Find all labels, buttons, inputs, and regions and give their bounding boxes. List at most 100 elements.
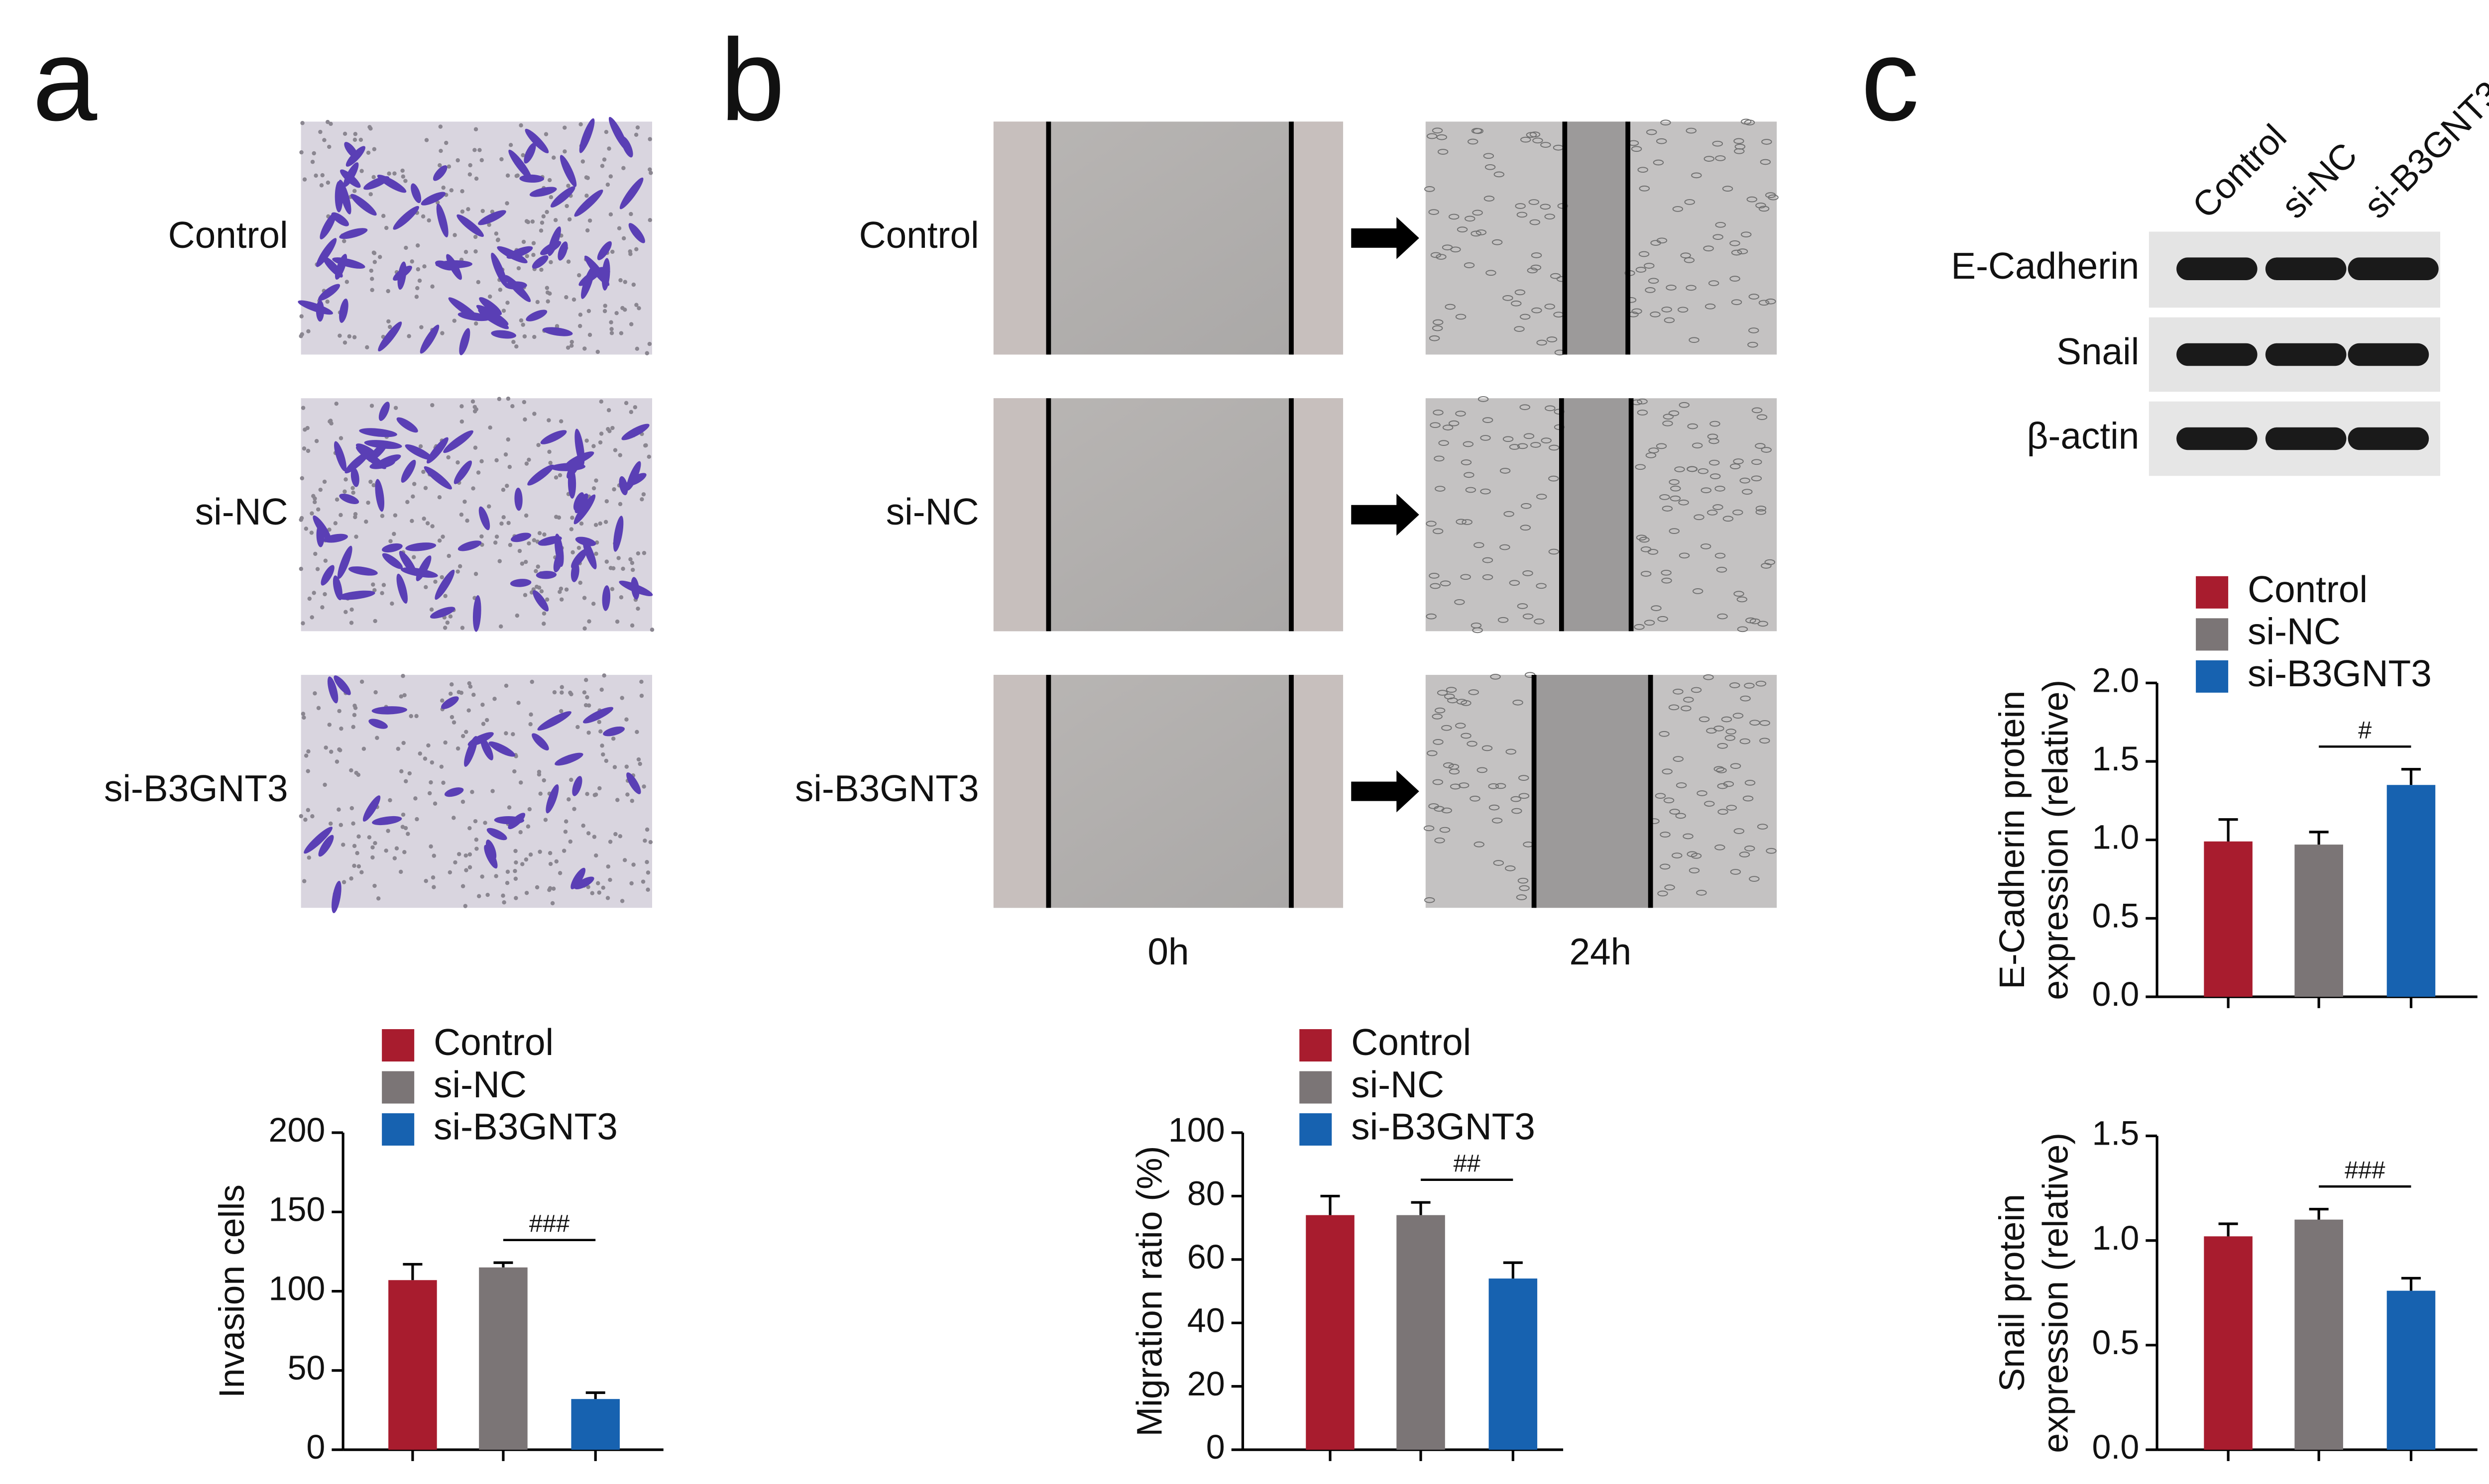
pore — [452, 318, 456, 323]
cell — [570, 867, 586, 889]
cell — [1732, 713, 1744, 719]
pore — [339, 726, 343, 731]
pore — [597, 720, 601, 724]
cell — [1644, 620, 1655, 626]
pore — [327, 723, 332, 727]
pore — [472, 148, 477, 152]
pore — [423, 486, 428, 490]
pore — [568, 839, 573, 844]
cell — [1760, 159, 1771, 165]
cell — [1455, 314, 1467, 320]
cell — [1755, 506, 1767, 512]
cell — [480, 737, 493, 760]
pore — [415, 286, 420, 291]
y-tick-label: 50 — [287, 1349, 325, 1387]
cell — [1637, 167, 1648, 173]
pore — [375, 736, 379, 740]
cell — [1428, 803, 1439, 809]
cell — [608, 116, 628, 151]
pore — [335, 497, 339, 502]
pore — [392, 856, 397, 860]
cell — [1755, 509, 1767, 515]
pore — [338, 333, 342, 338]
pore — [613, 448, 618, 452]
pore — [338, 748, 342, 752]
pore — [567, 217, 572, 222]
cell — [1493, 171, 1505, 178]
cell — [571, 549, 587, 569]
pore — [639, 679, 644, 684]
cell — [1739, 738, 1751, 744]
cell — [1708, 280, 1719, 286]
pore — [566, 259, 571, 264]
cell — [1427, 750, 1438, 756]
cell — [538, 535, 562, 546]
cell — [1461, 700, 1471, 706]
cell — [430, 607, 455, 619]
pore — [515, 613, 520, 618]
cell — [1744, 780, 1756, 786]
pore — [578, 122, 583, 127]
cell — [369, 459, 395, 469]
bar — [571, 1399, 620, 1450]
pore — [303, 427, 307, 432]
pore — [401, 812, 406, 817]
cell — [1648, 278, 1659, 284]
pore — [466, 207, 470, 212]
pore — [368, 479, 373, 484]
cell — [304, 827, 333, 854]
pore — [388, 539, 393, 543]
cell — [1692, 442, 1703, 449]
cell — [575, 536, 596, 546]
row-label: si-NC — [195, 491, 288, 532]
cell — [479, 297, 502, 316]
legend-swatch — [382, 1029, 415, 1062]
pore — [302, 177, 307, 182]
pore — [430, 284, 435, 289]
pore — [591, 601, 596, 606]
pore — [544, 132, 549, 136]
cell — [1662, 420, 1673, 426]
cell — [529, 187, 557, 197]
cell — [1742, 795, 1754, 802]
pore — [602, 673, 606, 678]
cell — [1522, 613, 1534, 620]
pore — [503, 452, 508, 457]
pore — [339, 823, 343, 828]
pore — [547, 418, 551, 423]
pore — [429, 844, 433, 849]
cell — [1503, 511, 1514, 517]
pore — [494, 231, 499, 236]
cell — [456, 214, 484, 237]
cell — [359, 428, 397, 437]
error-bar — [1411, 1201, 1431, 1215]
pore — [444, 140, 449, 145]
cell — [478, 210, 506, 225]
pore — [569, 527, 574, 531]
pore — [493, 540, 498, 545]
pore — [604, 758, 609, 763]
cell — [1634, 624, 1645, 630]
pore — [636, 757, 641, 762]
cell — [546, 784, 559, 814]
pore — [407, 334, 411, 338]
pore — [507, 805, 512, 810]
pore — [548, 850, 553, 855]
pore — [467, 865, 472, 869]
pore — [378, 255, 382, 259]
pore — [630, 560, 635, 565]
pore — [642, 784, 646, 789]
legend-swatch — [2196, 660, 2229, 693]
pore — [316, 507, 321, 512]
pore — [418, 751, 423, 756]
cell — [1438, 440, 1449, 446]
cell — [344, 451, 370, 474]
cell — [1653, 159, 1664, 166]
pore — [318, 487, 323, 492]
pore — [333, 521, 338, 526]
cell — [1675, 813, 1686, 819]
cell — [1692, 588, 1703, 594]
cell — [533, 590, 549, 612]
pore — [299, 314, 304, 318]
pore — [591, 486, 596, 491]
